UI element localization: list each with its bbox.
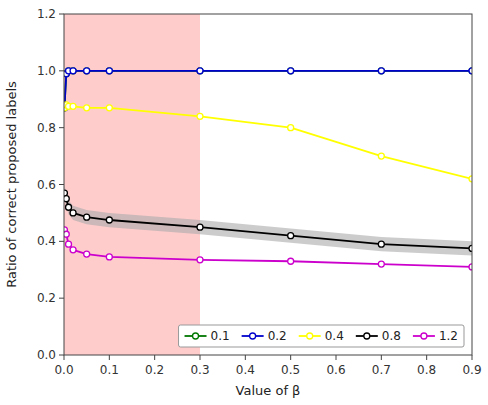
series xyxy=(64,68,472,111)
x-tick xyxy=(109,355,110,360)
point xyxy=(84,214,90,220)
series xyxy=(64,227,472,270)
series-line xyxy=(64,105,472,179)
series-line xyxy=(64,193,472,248)
point xyxy=(197,68,203,74)
x-tick-label: 0.2 xyxy=(145,363,164,377)
legend-marker xyxy=(364,333,370,339)
y-tick-label: 1.0 xyxy=(37,64,56,78)
point xyxy=(378,68,384,74)
point xyxy=(378,261,384,267)
y-tick xyxy=(59,241,64,242)
point xyxy=(64,196,69,202)
legend-marker xyxy=(193,333,199,339)
x-tick-label: 0.4 xyxy=(236,363,255,377)
chart: 0.00.10.20.30.40.50.60.70.80.90.00.20.40… xyxy=(0,0,488,405)
y-tick xyxy=(59,14,64,15)
series xyxy=(64,102,472,182)
legend: 0.1 0.2 0.4 0.8 1.2 xyxy=(179,325,464,347)
x-tick-label: 0.8 xyxy=(417,363,436,377)
y-tick xyxy=(59,70,64,71)
point xyxy=(197,257,203,263)
y-tick-label: 0.2 xyxy=(37,291,56,305)
legend-marker xyxy=(307,333,313,339)
axes: 0.00.10.20.30.40.50.60.70.80.90.00.20.40… xyxy=(37,7,482,377)
plot-data xyxy=(64,14,472,355)
y-tick-label: 0.6 xyxy=(37,178,56,192)
legend-label: 0.2 xyxy=(268,329,287,343)
legend-label: 0.4 xyxy=(325,329,344,343)
y-tick xyxy=(59,355,64,356)
point xyxy=(66,204,72,210)
band xyxy=(64,186,472,256)
y-tick xyxy=(59,127,64,128)
series-line xyxy=(64,71,472,108)
y-tick-label: 0.0 xyxy=(37,348,56,362)
point xyxy=(197,68,203,74)
point xyxy=(288,68,294,74)
plot-frame xyxy=(64,14,472,355)
y-axis-label: Ratio of correct proposed labels xyxy=(4,81,19,288)
y-tick xyxy=(59,298,64,299)
x-tick-label: 0.1 xyxy=(100,363,119,377)
plot-background xyxy=(64,14,472,355)
series xyxy=(64,68,472,111)
point xyxy=(106,254,112,260)
point xyxy=(84,105,90,111)
point xyxy=(106,105,112,111)
point xyxy=(70,68,76,74)
shaded-region xyxy=(64,14,200,355)
y-tick-label: 0.4 xyxy=(37,234,56,248)
x-tick xyxy=(290,355,291,360)
x-tick-label: 0.3 xyxy=(190,363,209,377)
point xyxy=(197,113,203,119)
point xyxy=(288,258,294,264)
point xyxy=(378,241,384,247)
legend-label: 1.2 xyxy=(439,329,458,343)
point xyxy=(288,68,294,74)
x-tick xyxy=(64,355,65,360)
series-line xyxy=(64,230,472,267)
point xyxy=(84,251,90,257)
x-tick xyxy=(245,355,246,360)
point xyxy=(66,241,72,247)
point xyxy=(84,68,90,74)
x-tick xyxy=(200,355,201,360)
x-tick xyxy=(426,355,427,360)
point xyxy=(70,68,76,74)
point xyxy=(70,247,76,253)
x-tick-label: 0.0 xyxy=(54,363,73,377)
y-tick-label: 1.2 xyxy=(37,7,56,21)
x-tick-label: 0.6 xyxy=(326,363,345,377)
legend-label: 0.1 xyxy=(211,329,230,343)
point xyxy=(288,233,294,239)
series xyxy=(64,190,472,251)
x-tick-label: 0.5 xyxy=(281,363,300,377)
x-tick-label: 0.9 xyxy=(462,363,481,377)
x-axis-label: Value of β xyxy=(236,383,301,398)
x-tick xyxy=(154,355,155,360)
point xyxy=(106,68,112,74)
legend-marker xyxy=(250,333,256,339)
y-tick-label: 0.8 xyxy=(37,121,56,135)
x-tick xyxy=(381,355,382,360)
y-tick xyxy=(59,184,64,185)
point xyxy=(64,231,69,237)
point xyxy=(378,68,384,74)
point xyxy=(378,153,384,159)
legend-box xyxy=(179,325,464,347)
legend-marker xyxy=(421,333,427,339)
x-tick xyxy=(336,355,337,360)
point xyxy=(197,224,203,230)
series-line xyxy=(64,71,472,108)
point xyxy=(106,217,112,223)
point xyxy=(106,68,112,74)
legend-label: 0.8 xyxy=(382,329,401,343)
point xyxy=(70,210,76,216)
x-tick-label: 0.7 xyxy=(372,363,391,377)
x-tick xyxy=(472,355,473,360)
point xyxy=(84,68,90,74)
point xyxy=(70,103,76,109)
point xyxy=(288,125,294,131)
